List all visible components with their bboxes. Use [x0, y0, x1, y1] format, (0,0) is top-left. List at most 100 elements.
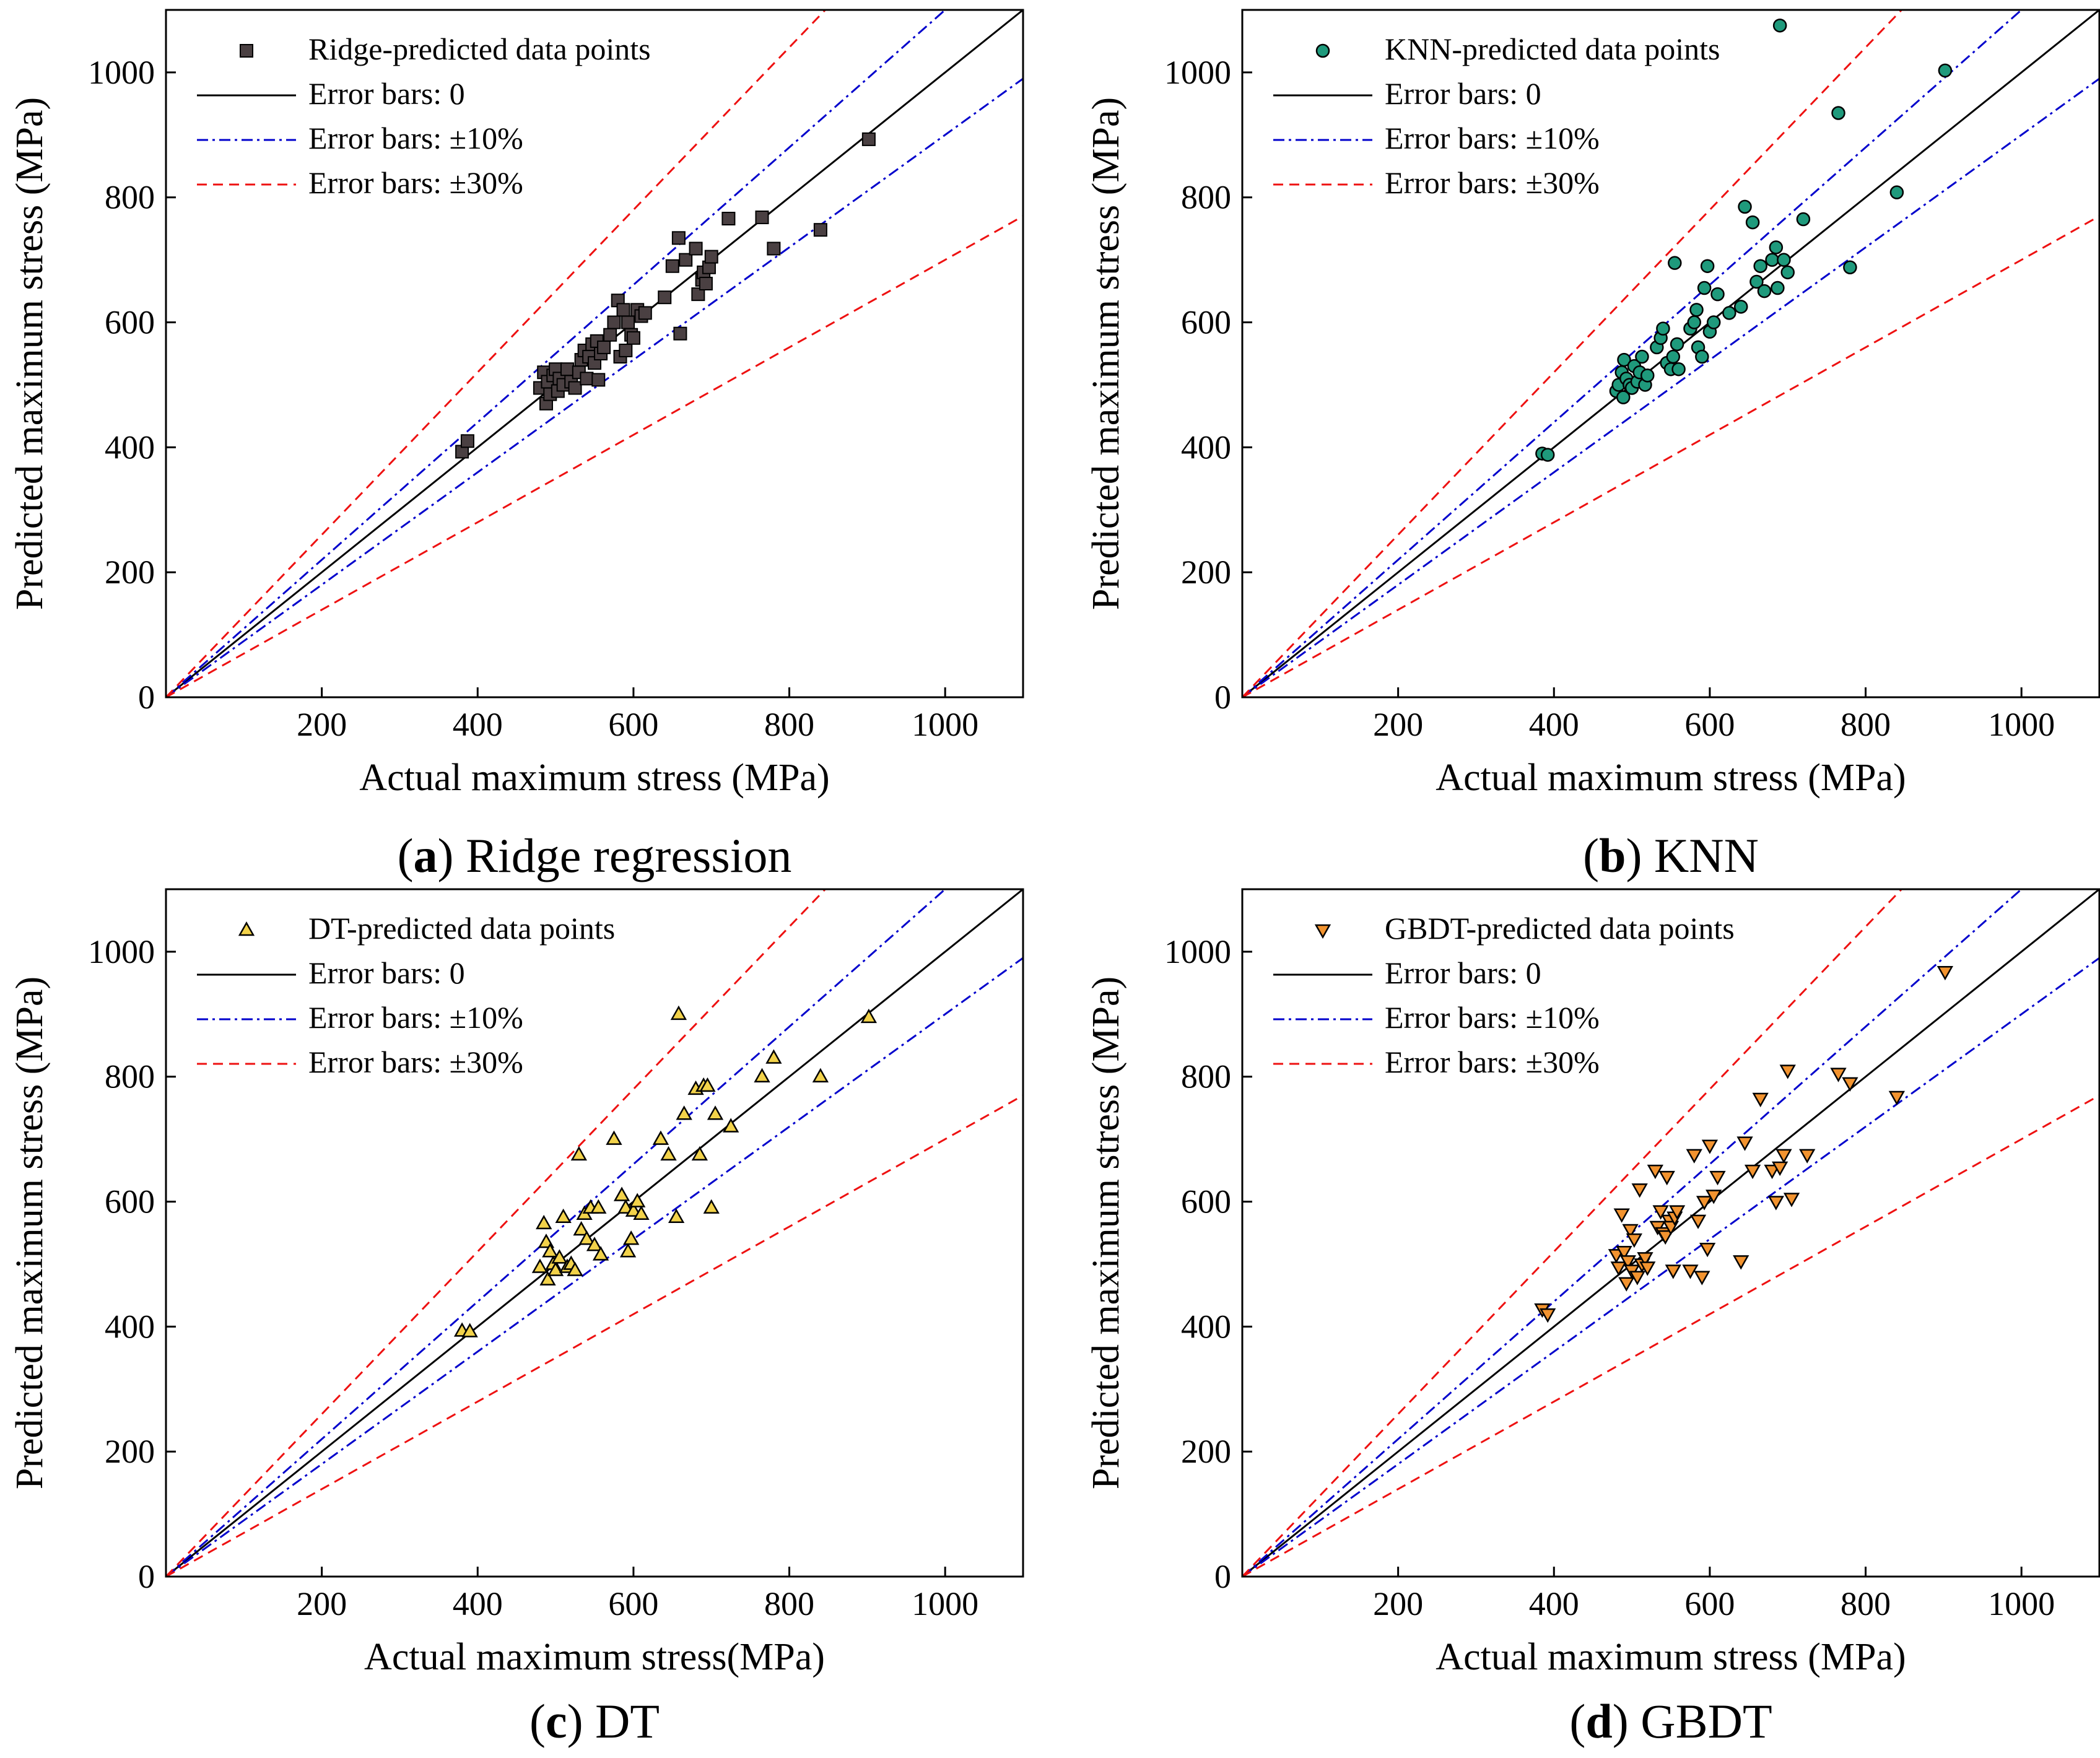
data-point: [1765, 253, 1779, 267]
legend-label: Ridge-predicted data points: [308, 32, 651, 66]
data-point: [1622, 1224, 1639, 1238]
chart-panel-c: 200 400 600 800 1000 0 200 400 600 800 1000 Actual …: [9, 888, 1024, 1748]
y-tick-label: 1000: [88, 54, 155, 91]
data-point: [607, 315, 621, 329]
data-point: [1631, 1183, 1648, 1198]
y-tick-label: 400: [105, 1308, 155, 1345]
axes-frame: [1241, 888, 2100, 1578]
data-point: [679, 253, 693, 267]
chart-panel-b: 200 400 600 800 1000 0 200 400 600 800 1000 Actual …: [1085, 9, 2100, 882]
reference-line-upper: [166, 889, 946, 1577]
data-point: [1619, 1255, 1636, 1270]
panel-caption: (c) DT: [529, 1694, 660, 1748]
y-axis-title: Predicted maximum stress (MPa): [1085, 977, 1127, 1489]
legend-label: Error bars: ±30%: [1385, 165, 1600, 200]
data-point: [1637, 1252, 1653, 1267]
data-point: [673, 326, 687, 341]
data-point: [461, 1323, 478, 1338]
data-point: [1626, 1233, 1643, 1248]
legend-label: Error bars: ±30%: [1385, 1045, 1600, 1079]
data-point: [1709, 1170, 1726, 1186]
legend-label: KNN-predicted data points: [1385, 32, 1720, 66]
data-point: [1888, 1090, 1906, 1106]
data-point: [1639, 1261, 1656, 1276]
legend: GBDT-predicted data points Error bars: 0 E…: [1273, 911, 1735, 1079]
data-point: [555, 1208, 572, 1224]
data-point: [592, 1246, 609, 1261]
data-point: [619, 1243, 637, 1258]
legend-label: Error bars: ±10%: [1385, 121, 1600, 155]
data-point: [1764, 1164, 1780, 1180]
data-point: [1772, 1161, 1788, 1177]
panel-caption: (b) KNN: [1583, 829, 1759, 882]
data-point: [1694, 1271, 1710, 1286]
plot-area: [1242, 10, 2099, 697]
data-point: [1640, 368, 1655, 383]
chart-panel-a: 200 400 600 800 1000 0 200 400 600 800 1000 Actual …: [9, 9, 1024, 882]
x-tick-label: 800: [764, 706, 814, 743]
data-point: [1842, 1077, 1858, 1092]
data-point: [721, 212, 736, 226]
legend-label: Error bars: ±10%: [308, 121, 523, 155]
x-tick-label: 600: [1684, 1585, 1735, 1622]
reference-line-upper: [1242, 10, 2023, 697]
data-point: [1671, 362, 1686, 376]
data-point: [606, 1130, 622, 1145]
data-point: [1744, 1164, 1761, 1180]
data-point: [629, 1193, 646, 1208]
panel-caption: (d) GBDT: [1569, 1694, 1772, 1748]
y-tick-label: 400: [1181, 1308, 1231, 1345]
reference-line-lower: [166, 77, 1023, 697]
x-tick-label: 400: [1529, 706, 1579, 743]
data-point: [1843, 260, 1857, 274]
x-tick-label: 1000: [1988, 1585, 2055, 1622]
data-point: [670, 1005, 687, 1020]
reference-line-lower: [1242, 77, 2099, 697]
data-point: [1733, 1255, 1749, 1270]
data-point: [861, 132, 876, 146]
y-tick-label: 600: [105, 1183, 155, 1221]
caption-letter: b: [1599, 829, 1626, 882]
data-point: [1745, 215, 1760, 230]
x-axis-title: Actual maximum stress(MPa): [364, 1636, 825, 1678]
reference-line-lower: [1242, 1094, 2099, 1577]
y-axis-title: Predicted maximum stress (MPa): [9, 97, 51, 610]
data-point: [765, 1049, 782, 1064]
data-point: [539, 1271, 556, 1286]
data-point: [1780, 265, 1795, 280]
data-point: [1656, 321, 1670, 336]
data-point: [1540, 1308, 1556, 1323]
data-point: [1613, 1208, 1630, 1223]
data-point: [1779, 1064, 1796, 1079]
data-point: [1753, 259, 1767, 273]
data-point: [1668, 1205, 1686, 1220]
y-tick-label: 1000: [88, 933, 155, 970]
data-point: [1616, 1246, 1632, 1261]
data-point: [1608, 1249, 1625, 1264]
data-point: [812, 1068, 829, 1082]
data-point: [691, 1146, 708, 1161]
data-point: [1799, 1149, 1816, 1164]
data-point: [1830, 1068, 1847, 1082]
legend-label: Error bars: 0: [1385, 76, 1541, 111]
data-point: [1700, 259, 1715, 273]
data-point: [1687, 315, 1701, 329]
x-tick-label: 400: [1529, 1585, 1579, 1622]
data-point: [580, 372, 594, 386]
data-point: [1689, 1214, 1707, 1229]
data-point: [1616, 390, 1631, 404]
data-point: [1889, 185, 1904, 199]
x-tick-label: 200: [297, 1585, 347, 1622]
data-point: [1670, 337, 1684, 352]
data-point: [1658, 1170, 1675, 1186]
legend-label: Error bars: ±30%: [308, 1045, 523, 1079]
data-point: [633, 1205, 650, 1220]
x-tick-label: 400: [453, 1585, 503, 1622]
data-point: [1783, 1193, 1800, 1208]
y-tick-label: 800: [105, 179, 155, 216]
x-axis-title: Actual maximum stress (MPa): [1436, 1636, 1906, 1678]
data-point: [1796, 212, 1811, 227]
reference-line-upper: [166, 10, 826, 697]
data-point: [1831, 106, 1845, 120]
reference-line-upper: [1242, 889, 1902, 1577]
